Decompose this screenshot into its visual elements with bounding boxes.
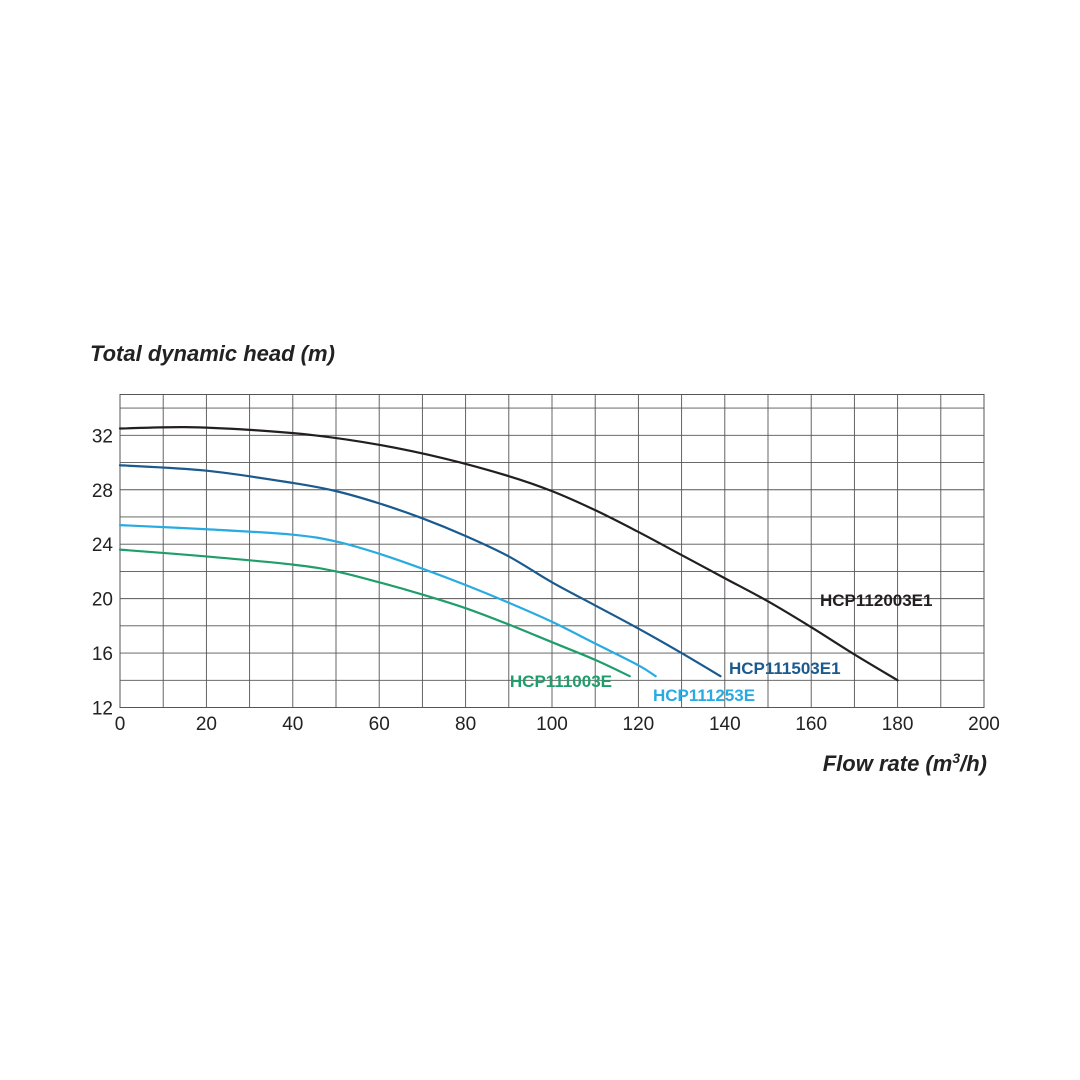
series-labels: HCP112003E1 HCP111503E1 HCP111253E HCP11100… <box>510 591 933 705</box>
series-label-hcp111253e: HCP111253E <box>653 686 755 705</box>
y-tick-label: 16 <box>92 644 113 665</box>
y-axis-title: Total dynamic head (m) <box>90 341 335 366</box>
y-tick-labels: 12 16 20 24 28 32 <box>92 426 114 719</box>
x-axis-title-sup: 3 <box>952 750 960 766</box>
grid <box>120 394 984 708</box>
x-tick-label: 80 <box>455 714 476 735</box>
x-tick-label: 100 <box>536 714 568 735</box>
x-tick-label: 40 <box>282 714 303 735</box>
x-tick-label: 140 <box>709 714 741 735</box>
x-tick-label: 20 <box>196 714 217 735</box>
curves <box>118 426 899 682</box>
series-label-hcp112003e1: HCP112003E1 <box>820 591 932 610</box>
x-tick-label: 160 <box>795 714 827 735</box>
x-axis-title-end: /h) <box>959 751 987 776</box>
x-axis-title-main: Flow rate (m <box>823 751 953 776</box>
x-tick-label: 180 <box>882 714 914 735</box>
x-axis-title: Flow rate (m3/h) <box>823 750 987 776</box>
series-label-hcp111003e: HCP111003E <box>510 672 612 691</box>
curve-hcp111003e <box>118 548 631 678</box>
x-tick-labels: 0 20 40 60 80 100 120 140 160 180 200 <box>115 714 1000 735</box>
y-tick-label: 20 <box>92 590 113 611</box>
y-tick-label: 28 <box>92 481 113 502</box>
y-tick-label: 24 <box>92 535 114 556</box>
y-tick-label: 12 <box>92 699 113 720</box>
curve-hcp111503e1 <box>118 464 722 678</box>
x-tick-label: 200 <box>968 714 1000 735</box>
y-tick-label: 32 <box>92 426 113 447</box>
x-tick-label: 0 <box>115 714 126 735</box>
series-label-hcp111503e1: HCP111503E1 <box>729 659 841 678</box>
curve-hcp112003e1 <box>118 426 899 682</box>
plot-frame <box>119 394 985 708</box>
x-tick-label: 120 <box>623 714 655 735</box>
curve-hcp111253e <box>118 524 657 678</box>
x-tick-label: 60 <box>369 714 390 735</box>
